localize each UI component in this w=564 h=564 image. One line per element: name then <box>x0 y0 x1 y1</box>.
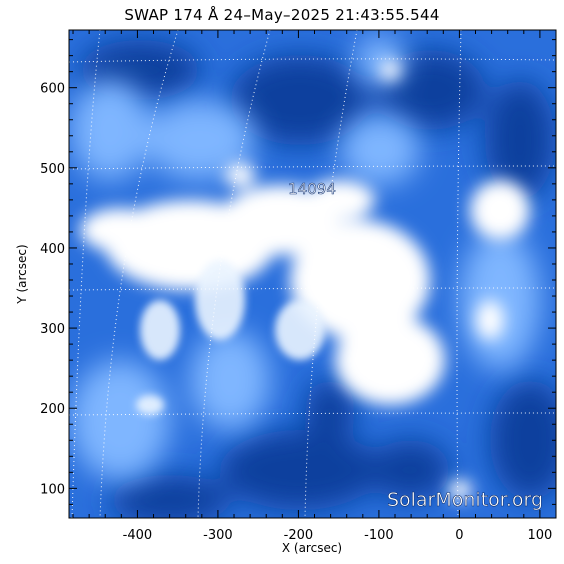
y-tick-label: 500 <box>40 162 65 177</box>
x-tick-label: 100 <box>527 528 552 543</box>
y-tick-label: 200 <box>40 402 65 417</box>
y-tick-label: 300 <box>40 322 65 337</box>
x-axis-ticks: -400 -300 -200 -100 0 100 <box>72 30 557 543</box>
y-tick-label: 100 <box>40 482 65 497</box>
image-title: SWAP 174 Å 24–May–2025 21:43:55.544 <box>124 6 440 24</box>
x-tick-label: -400 <box>123 528 153 543</box>
x-tick-label: -300 <box>203 528 233 543</box>
solarmonitor-watermark: SolarMonitor.org <box>387 489 543 511</box>
x-axis-label: X (arcsec) <box>282 541 342 555</box>
x-tick-label: -200 <box>284 528 314 543</box>
y-axis-ticks: 100 200 300 400 500 600 <box>40 39 556 505</box>
x-tick-label: -100 <box>364 528 394 543</box>
y-tick-label: 600 <box>40 82 65 97</box>
y-axis-label: Y (arcsec) <box>15 244 29 304</box>
y-tick-label: 400 <box>40 242 65 257</box>
euv-image <box>69 30 556 518</box>
heliographic-grid <box>69 30 556 518</box>
active-region-label: 14094 <box>288 180 336 198</box>
plot-frame <box>68 29 557 519</box>
x-tick-label: 0 <box>455 528 463 543</box>
